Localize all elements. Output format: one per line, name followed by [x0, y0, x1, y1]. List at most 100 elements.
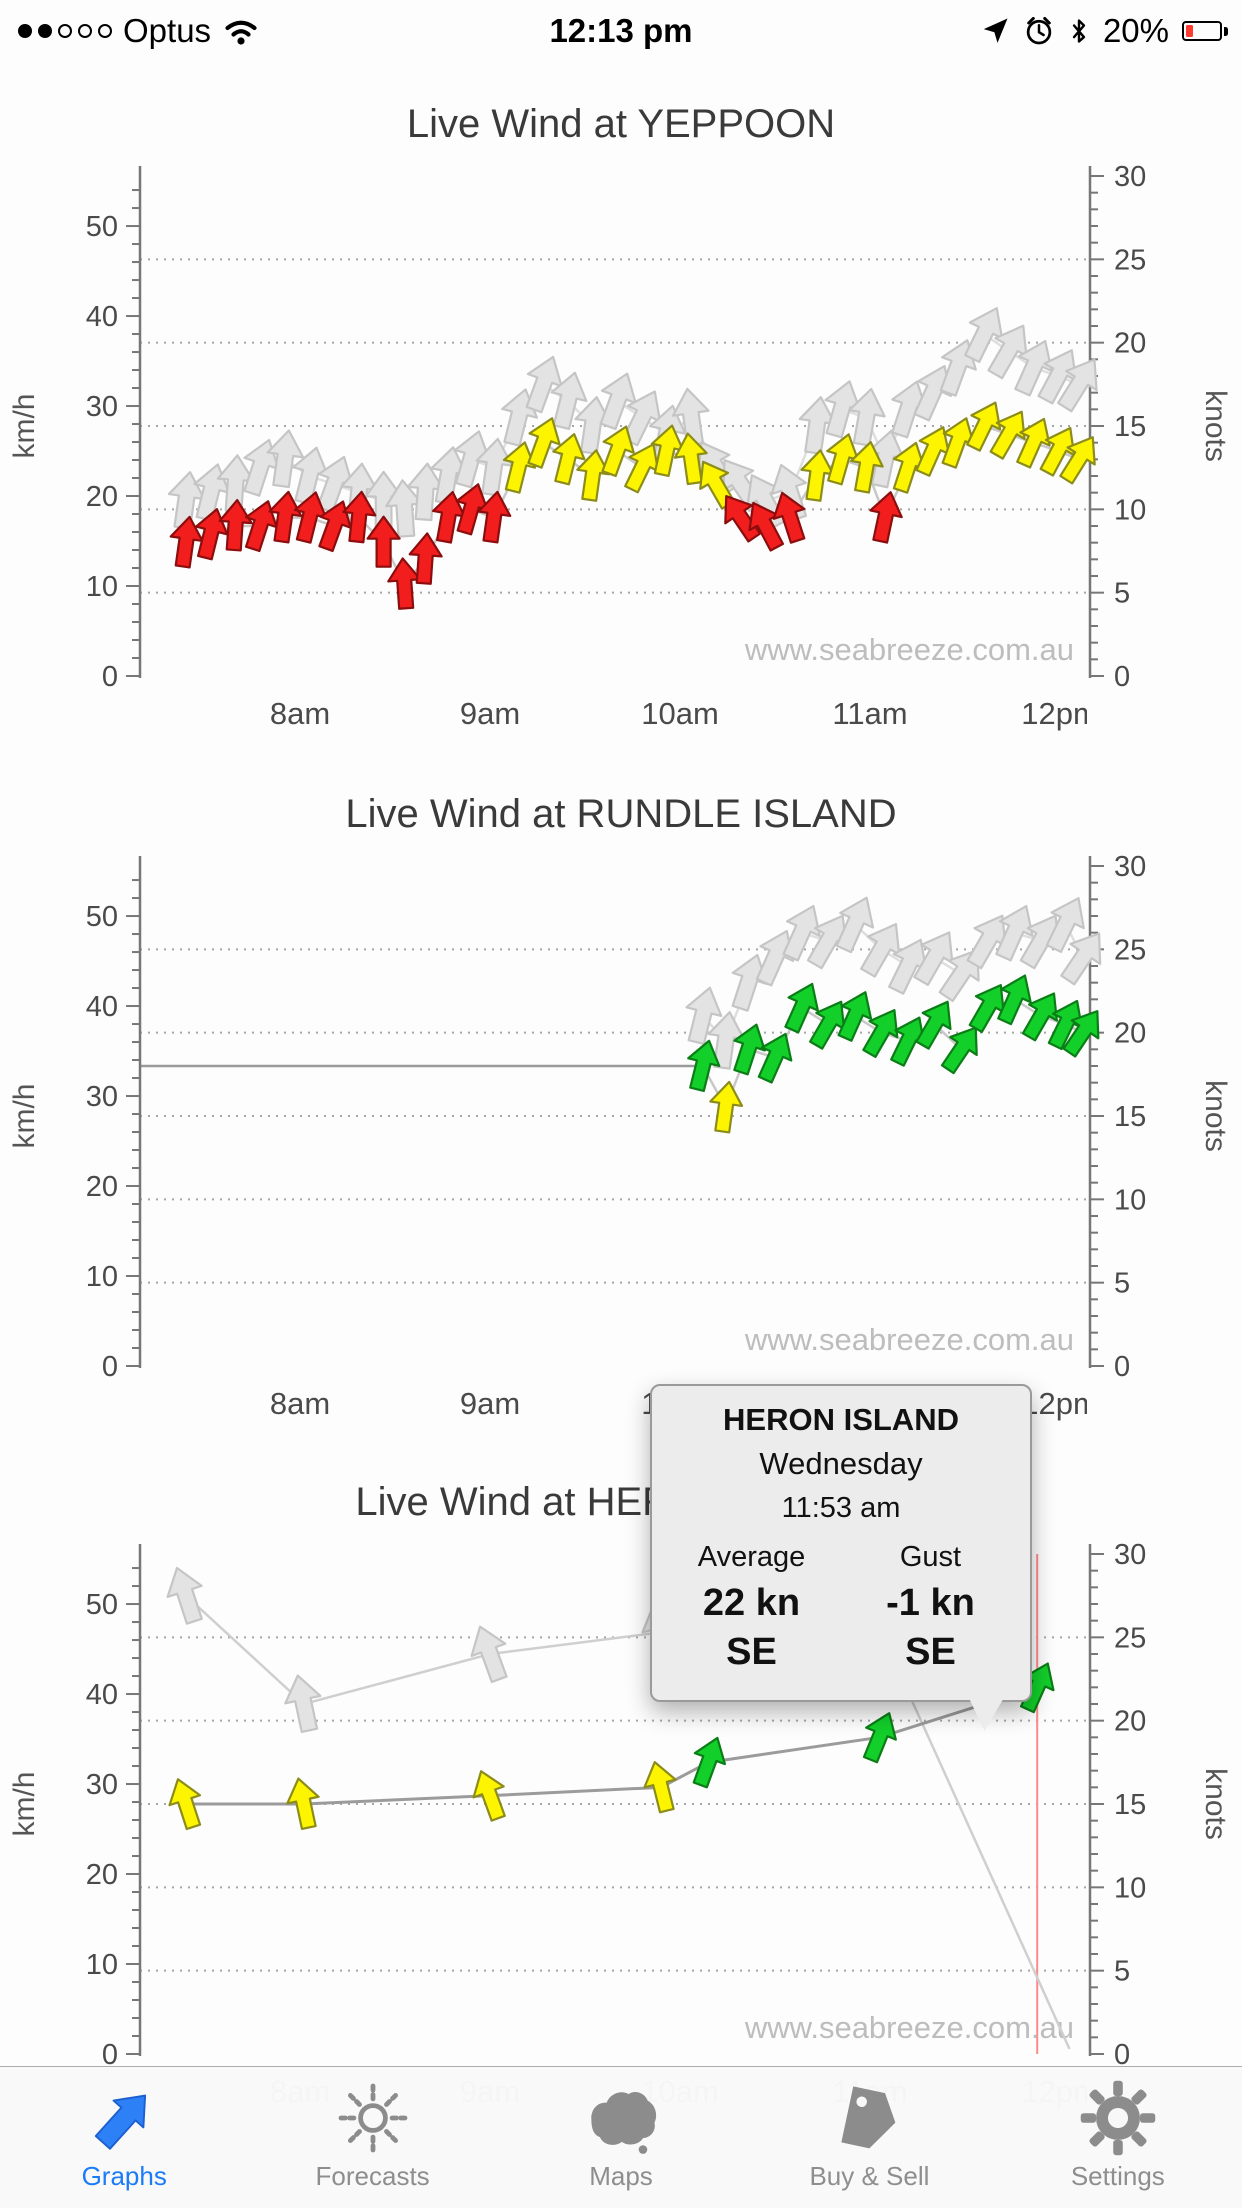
svg-text:www.seabreeze.com.au: www.seabreeze.com.au [744, 632, 1074, 667]
svg-text:9am: 9am [460, 1386, 520, 1421]
svg-text:10: 10 [1114, 1184, 1146, 1216]
wind-chart-heron-island[interactable]: 01020304050051015202530km/hknots8am9am10… [0, 1534, 1242, 2119]
svg-text:www.seabreeze.com.au: www.seabreeze.com.au [744, 1322, 1074, 1357]
svg-text:12pm: 12pm [1021, 1386, 1099, 1421]
australia-icon [578, 2075, 664, 2161]
svg-text:www.seabreeze.com.au: www.seabreeze.com.au [744, 2010, 1074, 2045]
svg-text:0: 0 [102, 2039, 118, 2071]
wind-chart-yeppoon[interactable]: 0 10 20 30 40 50 0 5 10 15 20 25 30 km/h knots 8am 9am 10… [0, 156, 1242, 741]
svg-text:knots: knots [1199, 1080, 1232, 1152]
svg-text:11am: 11am [832, 696, 907, 731]
svg-text:20: 20 [1114, 1706, 1146, 1738]
chart-section-heron-island: Live Wind at HERON ISLAND 0 10 20 30 40 50 0 5 1… [0, 1470, 1242, 2119]
chart-section-rundle-island: Live Wind at RUNDLE ISLAND 0 10 20 30 40 50 0 5… [0, 782, 1242, 1431]
chart-title-yeppoon: Live Wind at YEPPOON [406, 102, 836, 146]
svg-text:0: 0 [102, 1351, 118, 1383]
svg-text:30: 30 [86, 1081, 118, 1113]
tab-label-graphs: Graphs [81, 2161, 167, 2191]
svg-text:0: 0 [1114, 661, 1130, 693]
svg-text:30: 30 [1114, 161, 1146, 193]
tooltip-gust-direction: SE [905, 1631, 956, 1673]
gear-icon [1075, 2075, 1161, 2161]
svg-text:8am: 8am [270, 1386, 330, 1421]
svg-text:25: 25 [1114, 244, 1146, 276]
status-bar-left: Optus [0, 12, 260, 50]
svg-text:knots: knots [1199, 1768, 1232, 1840]
status-bar-right: 20% [980, 12, 1242, 50]
arrow-graph-icon [81, 2075, 167, 2161]
bluetooth-icon [1068, 17, 1090, 45]
svg-text:15: 15 [1114, 1789, 1146, 1821]
svg-text:knots: knots [1199, 390, 1232, 462]
svg-text:50: 50 [86, 901, 118, 933]
svg-text:10am: 10am [641, 696, 719, 731]
svg-text:km/h: km/h [8, 1771, 41, 1836]
svg-text:15: 15 [1114, 411, 1146, 443]
svg-text:km/h: km/h [8, 393, 41, 458]
tooltip-gust-value: -1 kn [886, 1582, 975, 1624]
tooltip-gust-column: Gust -1 kn SE [841, 1541, 1020, 1674]
status-bar: Optus 12:13 pm 20% [0, 0, 1242, 62]
svg-text:40: 40 [86, 301, 118, 333]
tooltip-day: Wednesday [759, 1446, 923, 1481]
svg-text:5: 5 [1114, 578, 1130, 610]
wifi-icon [222, 17, 260, 45]
svg-text:40: 40 [86, 991, 118, 1023]
svg-text:12pm: 12pm [1021, 696, 1099, 731]
wind-reading-tooltip[interactable]: HERON ISLAND Wednesday 11:53 am Average … [650, 1384, 1032, 1731]
location-icon [980, 16, 1010, 46]
tooltip-pointer [967, 1695, 1015, 1731]
chart-title-rundle-island: Live Wind at RUNDLE ISLAND [345, 792, 897, 836]
svg-text:30: 30 [86, 1769, 118, 1801]
svg-text:25: 25 [1114, 1622, 1146, 1654]
tab-label-forecasts: Forecasts [315, 2161, 430, 2191]
svg-text:15: 15 [1114, 1101, 1146, 1133]
tooltip-station-name: HERON ISLAND [723, 1402, 959, 1437]
carrier-label: Optus [123, 12, 212, 49]
tab-buy-sell[interactable]: Buy & Sell [745, 2067, 993, 2208]
svg-text:10: 10 [86, 1949, 118, 1981]
tag-icon [826, 2075, 912, 2161]
svg-text:0: 0 [102, 661, 118, 693]
tab-settings[interactable]: Settings [994, 2067, 1242, 2208]
tab-label-settings: Settings [1070, 2161, 1165, 2191]
svg-text:10: 10 [86, 571, 118, 603]
svg-text:10: 10 [86, 1261, 118, 1293]
chart-title-heron-island: Live Wind at HERON ISLAND [355, 1480, 887, 1524]
svg-text:8am: 8am [270, 696, 330, 731]
svg-text:50: 50 [86, 1589, 118, 1621]
sun-icon [330, 2075, 416, 2161]
svg-text:20: 20 [1114, 328, 1146, 360]
signal-dots-icon [18, 24, 112, 38]
svg-text:25: 25 [1114, 934, 1146, 966]
svg-text:20: 20 [86, 1171, 118, 1203]
svg-text:20: 20 [1114, 1018, 1146, 1050]
svg-text:20: 20 [86, 481, 118, 513]
wind-chart-rundle-island[interactable]: 01020304050051015202530km/hknots8am9am10… [0, 846, 1242, 1431]
chart-section-yeppoon: Live Wind at YEPPOON 0 10 20 30 40 50 0 5 10 15 20… [0, 92, 1242, 741]
tab-label-maps: Maps [589, 2161, 653, 2191]
svg-text:0: 0 [1114, 1351, 1130, 1383]
svg-text:km/h: km/h [8, 1083, 41, 1148]
bottom-tab-bar: Graphs Forecasts [0, 2066, 1242, 2208]
battery-icon [1182, 21, 1228, 41]
svg-text:40: 40 [86, 1679, 118, 1711]
svg-text:50: 50 [86, 211, 118, 243]
tooltip-gust-label: Gust [899, 1541, 962, 1573]
tooltip-average-column: Average 22 kn SE [662, 1541, 841, 1674]
tooltip-average-value: 22 kn [702, 1582, 801, 1624]
svg-text:5: 5 [1114, 1268, 1130, 1300]
tab-forecasts[interactable]: Forecasts [248, 2067, 496, 2208]
svg-text:30: 30 [1114, 1539, 1146, 1571]
svg-text:20: 20 [86, 1859, 118, 1891]
svg-text:30: 30 [86, 391, 118, 423]
svg-text:30: 30 [1114, 851, 1146, 883]
tooltip-time: 11:53 am [781, 1492, 901, 1524]
svg-text:10: 10 [1114, 1872, 1146, 1904]
svg-text:5: 5 [1114, 1956, 1130, 1988]
tab-graphs[interactable]: Graphs [0, 2067, 248, 2208]
clock-label: 12:13 pm [549, 12, 693, 49]
tab-maps[interactable]: Maps [497, 2067, 745, 2208]
battery-percent-label: 20% [1102, 12, 1169, 49]
svg-text:10: 10 [1114, 494, 1146, 526]
